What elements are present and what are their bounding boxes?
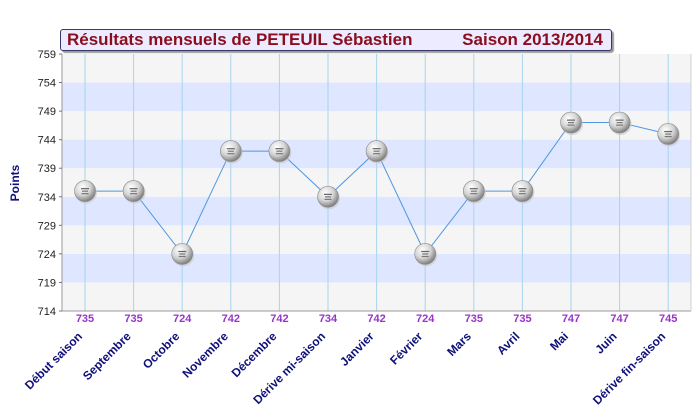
ball-mark — [275, 153, 283, 155]
value-label: 724 — [173, 313, 192, 325]
y-tick-label: 729 — [38, 220, 56, 232]
x-tick-label: Mars — [444, 329, 474, 359]
value-label: 742 — [222, 313, 240, 325]
ball-mark — [616, 122, 623, 124]
y-tick-label: 739 — [38, 163, 56, 175]
ball-mark — [372, 148, 381, 150]
ball-mark — [227, 150, 234, 152]
x-tick-label: Février — [387, 329, 425, 367]
ball-mark — [518, 193, 526, 195]
data-point — [317, 185, 340, 210]
ball-mark — [178, 250, 187, 253]
value-label: 735 — [513, 313, 531, 325]
y-tick-label: 724 — [38, 249, 56, 261]
value-label: 735 — [465, 313, 483, 325]
chart-title-box: Résultats mensuels de PETEUIL Sébastien … — [60, 29, 612, 51]
ball-mark — [227, 153, 235, 155]
data-point — [268, 140, 292, 164]
data-point — [560, 111, 583, 136]
data-point — [608, 111, 632, 136]
x-tick-label: Septembre — [80, 329, 134, 383]
ball-mark — [616, 124, 624, 126]
chart-title: Résultats mensuels de PETEUIL Sébastien — [67, 30, 413, 49]
y-axis-title: Points — [8, 164, 22, 201]
y-tick-label: 744 — [38, 135, 56, 147]
value-label: 735 — [76, 313, 94, 325]
ball-mark — [469, 188, 478, 190]
ball-mark — [373, 150, 380, 152]
y-tick-label: 714 — [38, 306, 56, 318]
x-tick-label: Début saison — [22, 329, 85, 392]
value-label: 742 — [367, 313, 385, 325]
ball-mark — [470, 193, 478, 195]
ball-mark — [81, 188, 89, 190]
ball-mark — [129, 188, 138, 190]
ball-mark — [567, 124, 575, 126]
ball-mark — [470, 190, 477, 192]
data-point — [657, 123, 681, 147]
value-label: 747 — [610, 313, 628, 325]
ball-mark — [324, 198, 332, 200]
ball-mark — [665, 133, 672, 135]
data-point — [74, 180, 97, 204]
x-tick-label: Juin — [592, 329, 619, 356]
chart-season: Saison 2013/2014 — [462, 30, 603, 49]
y-tick-label: 719 — [38, 277, 56, 289]
ball-mark — [82, 190, 88, 192]
x-tick-label: Janvier — [337, 329, 377, 369]
data-point — [122, 180, 146, 204]
x-tick-label: Décembre — [229, 329, 280, 380]
value-label: 745 — [659, 313, 677, 325]
y-tick-label: 759 — [38, 49, 56, 61]
data-point — [462, 180, 486, 204]
ball-mark — [178, 255, 186, 258]
value-label: 724 — [416, 313, 435, 325]
ball-mark — [421, 250, 430, 253]
y-tick-label: 754 — [38, 78, 56, 90]
ball-mark — [568, 122, 574, 124]
ball-mark — [518, 188, 527, 190]
y-tick-label: 734 — [38, 192, 56, 204]
ball-mark — [519, 190, 526, 192]
ball-mark — [325, 196, 331, 198]
data-point — [171, 243, 195, 267]
ball-mark — [615, 119, 624, 121]
value-label: 735 — [124, 313, 142, 325]
ball-mark — [81, 193, 89, 195]
ball-mark — [567, 119, 575, 121]
ball-mark — [664, 130, 673, 133]
x-tick-label: Novembre — [180, 329, 232, 381]
x-tick-label: Avril — [494, 329, 522, 357]
ball-mark — [373, 153, 381, 155]
value-label: 747 — [562, 313, 580, 325]
ball-mark — [226, 148, 235, 150]
ball-mark — [422, 253, 429, 255]
data-point — [365, 140, 389, 164]
data-point — [414, 243, 438, 267]
value-label: 742 — [270, 313, 288, 325]
ball-mark — [179, 253, 186, 255]
value-label: 734 — [319, 313, 338, 325]
x-tick-label: Mai — [547, 329, 571, 353]
data-point — [220, 140, 243, 164]
ball-mark — [130, 193, 138, 195]
ball-mark — [664, 135, 672, 138]
data-point — [511, 180, 535, 204]
y-tick-label: 749 — [38, 106, 56, 118]
ball-mark — [276, 150, 283, 152]
ball-mark — [421, 255, 429, 258]
ball-mark — [130, 190, 137, 192]
ball-mark — [275, 148, 284, 150]
ball-mark — [324, 193, 332, 195]
x-tick-label: Octobre — [140, 329, 183, 372]
